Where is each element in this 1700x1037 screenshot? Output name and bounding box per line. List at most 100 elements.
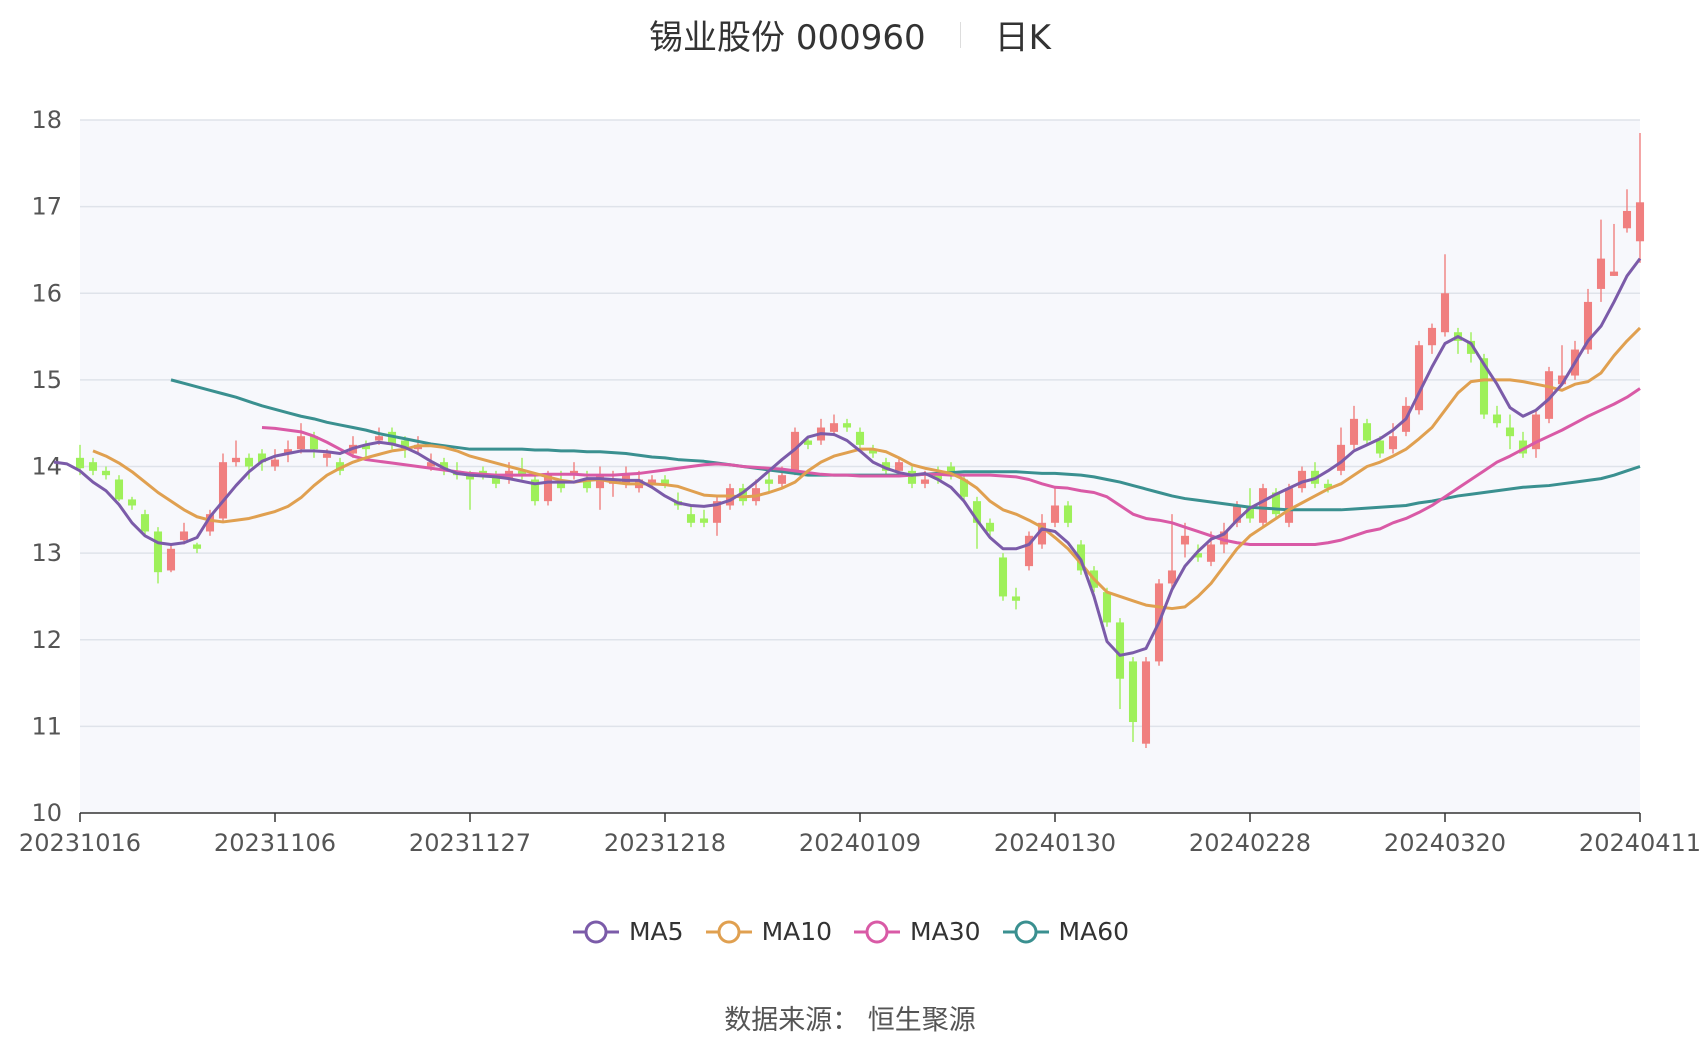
candle-body	[1063, 505, 1073, 523]
legend-item-ma30[interactable]: MA30	[852, 917, 981, 946]
x-tick-label: 20240130	[994, 829, 1116, 857]
candle-body	[1271, 492, 1281, 515]
chart-title: 锡业股份 000960 日K	[0, 10, 1700, 59]
candle-body	[959, 479, 969, 497]
candle-body	[1466, 340, 1476, 354]
candle-body	[1180, 535, 1190, 545]
candle-body	[764, 479, 774, 484]
candle-body	[699, 518, 709, 523]
candle-body	[777, 475, 787, 484]
candle-body	[1505, 427, 1515, 437]
candle-body	[1284, 488, 1294, 523]
candle-body	[296, 436, 306, 450]
legend-label: MA5	[628, 917, 684, 946]
y-tick-label: 13	[31, 539, 62, 567]
candle-body	[1427, 327, 1437, 346]
legend-item-ma60[interactable]: MA60	[1001, 917, 1129, 946]
candle-body	[1609, 271, 1619, 276]
candle-body	[1206, 544, 1216, 562]
candle-body	[1479, 358, 1489, 415]
candle-body	[1622, 210, 1632, 229]
legend-marker-icon	[705, 920, 752, 943]
candle-body	[1635, 202, 1645, 242]
legend-label: MA60	[1058, 917, 1130, 946]
y-tick-label: 11	[31, 712, 62, 740]
candle-body	[1037, 522, 1047, 545]
legend-item-ma5[interactable]: MA5	[571, 917, 684, 946]
candle-body	[1050, 505, 1060, 523]
candle-body	[712, 501, 722, 523]
candle-body	[309, 436, 319, 450]
candle-body	[153, 531, 163, 573]
candle-body	[894, 462, 904, 471]
candle-body	[1388, 436, 1398, 450]
candle-body	[803, 440, 813, 445]
x-tick-label: 20231106	[214, 829, 336, 857]
x-tick-label: 20240228	[1189, 829, 1311, 857]
candle-body	[1102, 592, 1112, 623]
candle-body	[322, 453, 332, 458]
candle-body	[946, 466, 956, 476]
candle-body	[1583, 301, 1593, 350]
candle-body	[426, 462, 436, 467]
ma5-line	[53, 257, 1642, 657]
candle-body	[686, 514, 696, 523]
candle-body	[192, 544, 202, 549]
candle-body	[985, 522, 995, 532]
candle-body	[1375, 440, 1385, 454]
candle-body	[1024, 535, 1034, 567]
candle-body	[1076, 544, 1086, 571]
candle-body	[179, 531, 189, 541]
x-tick-label: 20240109	[799, 829, 921, 857]
legend-marker-icon	[1002, 920, 1049, 943]
candle-body	[1323, 483, 1333, 489]
candle-body	[231, 457, 241, 463]
candle-body	[1518, 440, 1528, 454]
y-tick-label: 18	[31, 106, 62, 134]
candle-body	[1141, 661, 1151, 744]
y-tick-label: 10	[31, 799, 62, 827]
candle-body	[166, 548, 176, 571]
ma10-line	[92, 326, 1642, 611]
candle-body	[1414, 345, 1424, 411]
candle-body	[1115, 622, 1125, 679]
title-separator	[959, 21, 961, 48]
legend-label: MA10	[761, 917, 833, 946]
x-tick-label: 20240411	[1579, 829, 1700, 857]
candle-body	[439, 462, 449, 471]
period-label: 日K	[994, 18, 1051, 58]
y-tick-label: 12	[31, 626, 62, 654]
candle-body	[530, 479, 540, 502]
candle-body	[881, 462, 891, 471]
y-tick-label: 16	[31, 279, 62, 307]
candle-body	[582, 479, 592, 489]
legend-item-ma10[interactable]: MA10	[704, 917, 832, 946]
candle-body	[244, 457, 254, 467]
candle-body	[1336, 444, 1346, 471]
candle-body	[933, 475, 943, 480]
candle-body	[88, 462, 98, 471]
candle-body	[127, 499, 137, 506]
candle-body	[387, 431, 397, 445]
candle-body	[907, 470, 917, 484]
candle-body	[660, 479, 670, 484]
stock-name: 锡业股份 000960	[649, 18, 926, 58]
candle-body	[1193, 553, 1203, 558]
candle-body	[374, 436, 384, 441]
candle-body	[1219, 531, 1229, 545]
candle-body	[75, 457, 85, 469]
candle-body	[283, 449, 293, 454]
candle-body	[1297, 470, 1307, 489]
candle-body	[1011, 596, 1021, 601]
x-tick-label: 20231218	[604, 829, 726, 857]
y-tick-label: 14	[31, 453, 62, 481]
candle-body	[829, 423, 839, 432]
candle-body	[257, 453, 267, 463]
candle-body	[842, 423, 852, 428]
candle-body	[270, 459, 280, 467]
candle-body	[114, 479, 124, 500]
candle-body	[1596, 258, 1606, 289]
candle-body	[1440, 293, 1450, 333]
ma30-line	[261, 387, 1641, 546]
candle-body	[140, 514, 150, 532]
